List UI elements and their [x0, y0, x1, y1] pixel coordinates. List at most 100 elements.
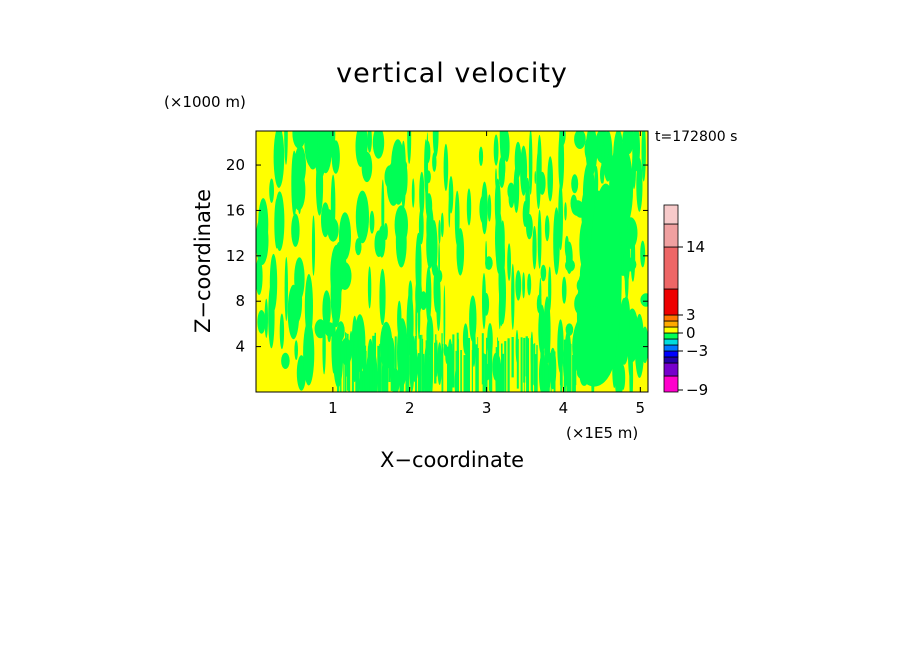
negative-velocity-streak [379, 356, 381, 392]
negative-velocity-cell [636, 158, 643, 212]
negative-velocity-cell [561, 276, 567, 304]
negative-velocity-streak [568, 339, 571, 392]
negative-velocity-cell [515, 270, 522, 301]
negative-velocity-cell [304, 274, 313, 339]
negative-velocity-cell [438, 219, 441, 244]
negative-velocity-cell [493, 134, 499, 166]
x-axis-label: X−coordinate [380, 448, 524, 472]
negative-velocity-cell [498, 296, 501, 330]
negative-velocity-streak [374, 332, 376, 392]
negative-velocity-cell [516, 185, 519, 203]
negative-velocity-streak [359, 333, 362, 392]
negative-velocity-cell [291, 213, 300, 247]
negative-velocity-streak [346, 333, 349, 391]
negative-velocity-region [609, 142, 634, 233]
negative-velocity-streak [566, 339, 569, 384]
negative-velocity-cell [520, 145, 528, 196]
colorbar-swatch [663, 204, 679, 225]
negative-velocity-streak [564, 345, 567, 388]
negative-velocity-region [572, 306, 617, 387]
negative-velocity-streak [476, 348, 479, 392]
colorbar-swatch [663, 344, 679, 352]
x-tick-label: 3 [482, 399, 492, 417]
negative-velocity-cell [424, 139, 428, 194]
negative-velocity-cell [498, 254, 504, 304]
negative-velocity-streak [418, 353, 421, 392]
negative-velocity-cell [355, 190, 369, 244]
colorbar-tick-label: 0 [686, 324, 696, 342]
negative-velocity-streak [545, 349, 548, 392]
negative-velocity-streak [490, 353, 492, 392]
negative-velocity-streak [393, 353, 395, 392]
negative-velocity-cell [281, 352, 290, 369]
negative-velocity-cell [574, 131, 586, 149]
negative-velocity-streak [452, 334, 455, 388]
negative-velocity-cell [618, 297, 630, 365]
negative-velocity-cell [632, 131, 640, 172]
negative-velocity-cell [571, 174, 579, 194]
velocity-field [256, 131, 648, 392]
time-label: t=172800 s [655, 129, 738, 145]
colorbar-swatch [663, 320, 679, 328]
negative-velocity-streak [471, 350, 473, 392]
negative-velocity-streak [390, 339, 393, 391]
negative-velocity-streak [425, 340, 428, 383]
negative-velocity-cell [534, 171, 537, 184]
negative-velocity-cell [256, 272, 259, 289]
negative-velocity-streak [449, 340, 451, 392]
negative-velocity-streak [504, 341, 507, 392]
colorbar-swatch [663, 350, 679, 358]
negative-velocity-streak [372, 335, 375, 387]
colorbar-tick-label: −3 [686, 342, 708, 360]
negative-velocity-cell [558, 131, 565, 191]
negative-velocity-streak [435, 334, 437, 382]
negative-velocity-cell [640, 240, 646, 268]
negative-velocity-cell [443, 143, 449, 192]
negative-velocity-streak [572, 355, 574, 392]
negative-velocity-streak [348, 354, 351, 392]
negative-velocity-streak [542, 352, 544, 392]
plot-area [255, 130, 649, 393]
negative-velocity-streak [569, 343, 572, 392]
negative-velocity-cell [426, 205, 434, 250]
negative-velocity-cell [625, 131, 634, 152]
x-axis-ticks: 1 2 3 4 5 [328, 131, 645, 417]
negative-velocity-streak [356, 347, 359, 390]
negative-velocity-cell [574, 292, 588, 316]
negative-velocity-cell [304, 131, 318, 167]
negative-velocity-streak [415, 350, 418, 392]
z-axis-unit: (×1000 m) [164, 93, 246, 111]
negative-velocity-cell [532, 225, 537, 270]
negative-velocity-streak [497, 340, 500, 391]
negative-velocity-cell [279, 313, 285, 350]
negative-velocity-cell [408, 280, 413, 309]
negative-velocity-cell [273, 131, 285, 188]
negative-velocity-cell [407, 131, 412, 164]
negative-velocity-cell [432, 131, 439, 158]
negative-velocity-cell [479, 195, 487, 224]
negative-velocity-streak [367, 346, 370, 392]
negative-velocity-streak [488, 345, 491, 391]
colorbar-tick-label: 14 [686, 238, 705, 256]
colorbar-swatch [663, 288, 679, 316]
negative-velocity-cell [355, 238, 362, 256]
negative-velocity-streak [483, 353, 485, 392]
negative-velocity-streak [340, 339, 342, 392]
negative-velocity-cell [511, 263, 515, 330]
plot-frame [255, 130, 649, 393]
negative-velocity-cell [525, 177, 530, 220]
colorbar-swatch [663, 314, 679, 322]
negative-velocity-streak [541, 350, 543, 392]
negative-velocity-cell [268, 283, 275, 349]
negative-velocity-cell [540, 264, 547, 282]
negative-velocity-streak [457, 338, 459, 392]
negative-velocity-cell [294, 257, 305, 300]
negative-velocity-streak [548, 334, 551, 388]
negative-velocity-streak [481, 333, 484, 385]
negative-velocity-cell [514, 141, 522, 179]
negative-velocity-cell [528, 131, 533, 195]
negative-velocity-cell [419, 171, 425, 217]
z-tick-label: 16 [226, 201, 245, 219]
z-tick-label: 4 [235, 338, 245, 356]
